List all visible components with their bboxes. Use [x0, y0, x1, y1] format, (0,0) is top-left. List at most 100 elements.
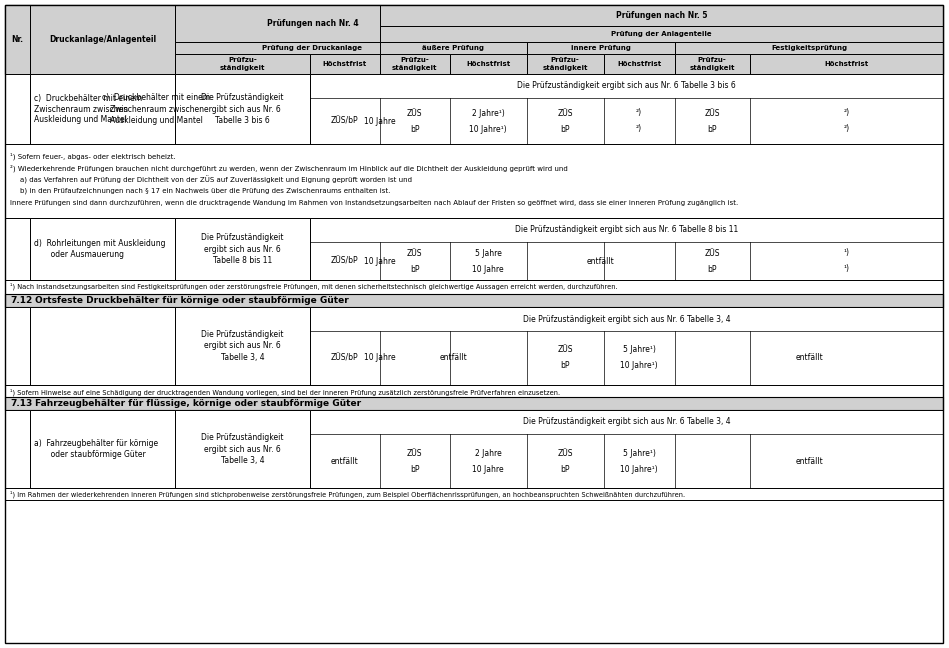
Text: 7.12: 7.12 — [10, 296, 32, 305]
Text: entfällt: entfällt — [331, 456, 359, 465]
Text: 10 Jahre: 10 Jahre — [364, 354, 396, 362]
Text: 5 Jahre: 5 Jahre — [474, 248, 502, 257]
Text: Nr.: Nr. — [11, 35, 24, 44]
Text: 10 Jahre: 10 Jahre — [473, 465, 504, 474]
Text: 5 Jahre¹): 5 Jahre¹) — [623, 345, 656, 354]
Bar — [309, 74, 943, 144]
Bar — [175, 74, 309, 144]
Text: ¹) Sofern feuer-, abgas- oder elektrisch beheizt.: ¹) Sofern feuer-, abgas- oder elektrisch… — [10, 152, 176, 159]
Bar — [380, 42, 527, 54]
Text: Die Prüfzuständigkeit ergibt sich aus Nr. 6 Tabelle 8 bis 11: Die Prüfzuständigkeit ergibt sich aus Nr… — [515, 226, 738, 235]
Text: entfällt: entfällt — [439, 354, 467, 362]
Text: 10 Jahre¹): 10 Jahre¹) — [621, 362, 658, 371]
Bar — [5, 280, 943, 294]
Text: c)  Druckbehälter mit einem
Zwischenraum zwischen
Auskleidung und Mantel: c) Druckbehälter mit einem Zwischenraum … — [102, 93, 211, 124]
Text: Die Prüfzuständigkeit ergibt sich aus Nr. 6 Tabelle 3, 4: Die Prüfzuständigkeit ergibt sich aus Nr… — [523, 417, 731, 426]
Text: 7.13: 7.13 — [10, 399, 32, 408]
Text: a)  Fahrzeugbehälter für körnige
       oder staubförmige Güter: a) Fahrzeugbehälter für körnige oder sta… — [34, 439, 158, 459]
Text: a) das Verfahren auf Prüfung der Dichtheit von der ZÜS auf Zuverlässigkeit und E: a) das Verfahren auf Prüfung der Dichthe… — [20, 176, 412, 184]
Text: Die Prüfzuständigkeit
ergibt sich aus Nr. 6
Tabelle 3, 4: Die Prüfzuständigkeit ergibt sich aus Nr… — [201, 434, 284, 465]
Text: ²): ²) — [636, 124, 642, 133]
Bar — [30, 74, 175, 144]
Text: bP: bP — [561, 362, 570, 371]
Bar — [5, 385, 943, 397]
Bar — [309, 307, 943, 385]
Text: ZÜS: ZÜS — [407, 248, 422, 257]
Text: Die Prüfzuständigkeit
ergibt sich aus Nr. 6
Tabelle 8 bis 11: Die Prüfzuständigkeit ergibt sich aus Nr… — [201, 233, 284, 264]
Text: ²): ²) — [844, 124, 849, 133]
Text: Innere Prüfungen sind dann durchzuführen, wenn die drucktragende Wandung im Rahm: Innere Prüfungen sind dann durchzuführen… — [10, 200, 738, 206]
Text: Höchstfrist: Höchstfrist — [825, 61, 868, 67]
Text: 2 Jahre¹): 2 Jahre¹) — [472, 108, 505, 117]
Text: 2 Jahre: 2 Jahre — [474, 448, 502, 457]
Text: bP: bP — [561, 124, 570, 133]
Bar — [30, 410, 175, 488]
Text: Druckanlage/Anlagenteil: Druckanlage/Anlagenteil — [49, 35, 156, 44]
Text: d)  Rohrleitungen mit Auskleidung
       oder Ausmauerung: d) Rohrleitungen mit Auskleidung oder Au… — [34, 239, 165, 259]
Text: 5 Jahre¹): 5 Jahre¹) — [623, 448, 656, 457]
Text: Prüfzu-
ständigkeit: Prüfzu- ständigkeit — [219, 57, 265, 71]
Bar — [175, 307, 309, 385]
Text: Prüfzu-
ständigkeit: Prüfzu- ständigkeit — [689, 57, 735, 71]
Text: 10 Jahre: 10 Jahre — [473, 264, 504, 273]
Text: Prüfzu-
ständigkeit: Prüfzu- ständigkeit — [543, 57, 588, 71]
Bar — [5, 410, 30, 488]
Text: ZÜS: ZÜS — [557, 108, 573, 117]
Bar — [675, 42, 943, 54]
Bar — [175, 54, 309, 74]
Text: ZÜS/bP: ZÜS/bP — [331, 257, 359, 266]
Text: ZÜS: ZÜS — [407, 108, 422, 117]
Text: ZÜS/bP: ZÜS/bP — [331, 117, 359, 126]
Bar — [5, 5, 943, 74]
Bar — [175, 410, 309, 488]
Text: Höchstfrist: Höchstfrist — [617, 61, 661, 67]
Text: ²): ²) — [636, 108, 642, 117]
Text: c)  Druckbehälter mit einem
Zwischenraum zwischen
Auskleidung und Mantel: c) Druckbehälter mit einem Zwischenraum … — [34, 94, 142, 124]
Bar — [380, 5, 943, 26]
Text: äußere Prüfung: äußere Prüfung — [422, 45, 484, 51]
Text: ZÜS/bP: ZÜS/bP — [331, 354, 359, 362]
Text: entfällt: entfällt — [795, 456, 823, 465]
Bar — [30, 307, 175, 385]
Bar — [527, 54, 604, 74]
Text: ²) Wiederkehrende Prüfungen brauchen nicht durchgeführt zu werden, wenn der Zwis: ²) Wiederkehrende Prüfungen brauchen nic… — [10, 164, 568, 172]
Text: Höchstfrist: Höchstfrist — [466, 61, 511, 67]
Text: bP: bP — [410, 124, 419, 133]
Text: 10 Jahre¹): 10 Jahre¹) — [470, 124, 507, 133]
Text: innere Prüfung: innere Prüfung — [570, 45, 630, 51]
Bar — [675, 54, 750, 74]
Bar — [5, 218, 30, 280]
Text: 10 Jahre: 10 Jahre — [364, 257, 396, 266]
Bar — [380, 54, 450, 74]
Text: ¹): ¹) — [844, 248, 849, 257]
Text: ZÜS: ZÜS — [704, 248, 720, 257]
Bar — [527, 42, 675, 54]
Text: ZÜS: ZÜS — [557, 448, 573, 457]
Text: Fahrzeugbehälter für flüssige, körnige oder staubförmige Güter: Fahrzeugbehälter für flüssige, körnige o… — [35, 399, 362, 408]
Text: Die Prüfzuständigkeit
ergibt sich aus Nr. 6
Tabelle 3 bis 6: Die Prüfzuständigkeit ergibt sich aus Nr… — [201, 93, 284, 124]
Text: ¹) Im Rahmen der wiederkehrenden inneren Prüfungen sind stichprobenweise zerstör: ¹) Im Rahmen der wiederkehrenden inneren… — [10, 491, 685, 498]
Text: Die Prüfzuständigkeit
ergibt sich aus Nr. 6
Tabelle 3, 4: Die Prüfzuständigkeit ergibt sich aus Nr… — [201, 330, 284, 362]
Text: bP: bP — [707, 124, 716, 133]
Text: bP: bP — [410, 465, 419, 474]
Bar — [450, 54, 527, 74]
Text: Die Prüfzuständigkeit ergibt sich aus Nr. 6 Tabelle 3 bis 6: Die Prüfzuständigkeit ergibt sich aus Nr… — [517, 82, 736, 91]
Text: ²): ²) — [844, 108, 849, 117]
Bar — [750, 54, 943, 74]
Bar — [5, 74, 30, 144]
Text: Festigkeitsprüfung: Festigkeitsprüfung — [771, 45, 847, 51]
Text: 10 Jahre: 10 Jahre — [364, 117, 396, 126]
Text: Ortsfeste Druckbehälter für körnige oder staubförmige Güter: Ortsfeste Druckbehälter für körnige oder… — [35, 296, 348, 305]
Bar — [309, 218, 943, 280]
Text: ¹) Sofern Hinweise auf eine Schädigung der drucktragenden Wandung vorliegen, sin: ¹) Sofern Hinweise auf eine Schädigung d… — [10, 388, 560, 395]
Text: Prüfzu-
ständigkeit: Prüfzu- ständigkeit — [392, 57, 437, 71]
Text: Die Prüfzuständigkeit ergibt sich aus Nr. 6 Tabelle 3, 4: Die Prüfzuständigkeit ergibt sich aus Nr… — [523, 314, 731, 323]
Bar — [604, 54, 675, 74]
Bar — [175, 42, 450, 54]
Text: ZÜS: ZÜS — [557, 345, 573, 354]
Bar — [30, 218, 175, 280]
Text: ZÜS: ZÜS — [407, 448, 422, 457]
Text: ¹) Nach Instandsetzungsarbeiten sind Festigkeitsprüfungen oder zerstörungsfreie : ¹) Nach Instandsetzungsarbeiten sind Fes… — [10, 283, 618, 290]
Bar — [5, 144, 943, 218]
Bar — [175, 218, 309, 280]
